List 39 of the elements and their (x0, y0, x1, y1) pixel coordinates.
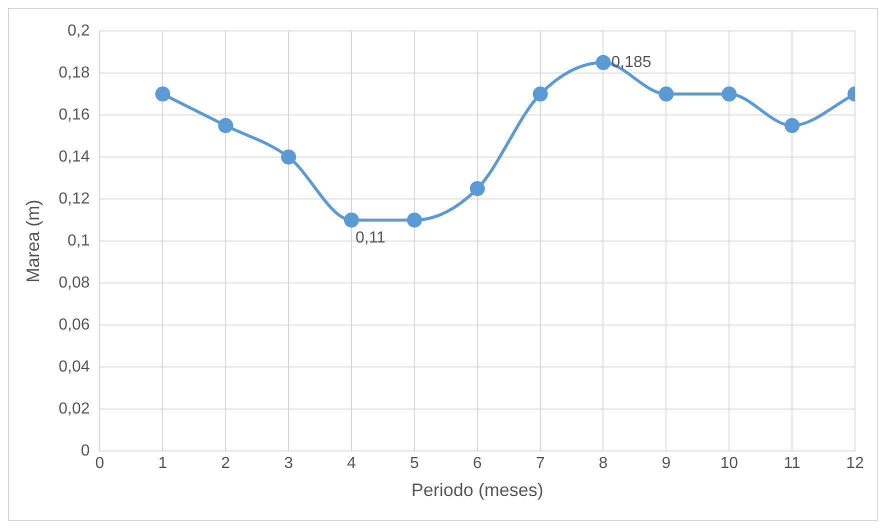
y-tick-label: 0,08 (58, 274, 90, 292)
point (406, 212, 422, 228)
point (281, 150, 296, 165)
point (155, 86, 170, 102)
y-tick-label: 0,18 (58, 64, 90, 82)
y-tick-label: 0,1 (67, 232, 90, 250)
point (784, 118, 800, 134)
y-tick-label: 0,02 (58, 400, 90, 418)
x-tick-label: 5 (410, 455, 419, 472)
x-tick-label: 2 (221, 455, 230, 472)
point (218, 118, 234, 134)
x-tick-label: 12 (846, 455, 864, 472)
y-tick-label: 0,14 (58, 148, 90, 166)
point (722, 86, 737, 102)
point (532, 86, 548, 102)
y-tick-label: 0 (80, 442, 90, 460)
x-axis-title: Periodo (meses) (411, 480, 544, 500)
x-tick-label: 1 (158, 455, 168, 472)
x-tick-label: 4 (347, 455, 356, 472)
x-tick-label: 6 (472, 455, 482, 472)
point (658, 86, 674, 102)
x-tick-label: 9 (662, 455, 671, 472)
y-tick-label: 0,12 (58, 190, 90, 208)
y-tick-label: 0,04 (58, 358, 90, 376)
x-tick-label: 0 (95, 455, 104, 472)
point (470, 181, 485, 196)
point (344, 212, 359, 228)
x-tick-label: 10 (720, 455, 738, 472)
y-axis-title: Marea (m) (22, 200, 43, 283)
x-tick-label: 11 (784, 455, 800, 472)
x-tick-label: 8 (598, 455, 608, 472)
data-label: 0,11 (355, 229, 386, 246)
point (596, 55, 611, 70)
y-tick-label: 0,06 (58, 316, 90, 334)
y-tick-label: 0,2 (67, 22, 90, 40)
x-tick-label: 7 (536, 455, 545, 472)
y-tick-label: 0,16 (58, 106, 90, 124)
x-tick-label: 3 (284, 455, 294, 472)
data-label: 0,185 (611, 54, 652, 71)
